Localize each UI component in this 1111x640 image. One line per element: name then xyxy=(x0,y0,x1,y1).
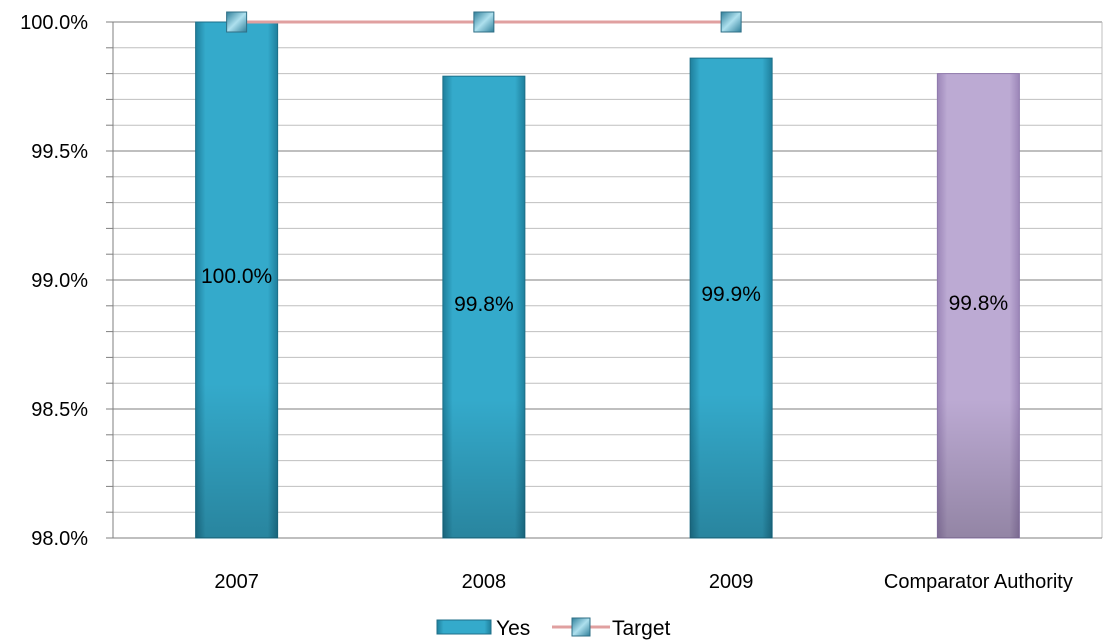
bar-shade xyxy=(442,76,525,539)
legend-item-target: Target xyxy=(552,617,671,640)
legend: Yes Target xyxy=(436,617,671,640)
x-tick-label: Comparator Authority xyxy=(884,571,1073,593)
x-tick-label: 2007 xyxy=(214,571,259,593)
legend-item-yes: Yes xyxy=(436,617,530,640)
target-series xyxy=(226,11,742,33)
legend-swatch-yes xyxy=(436,619,492,635)
x-tick-label: 2008 xyxy=(462,571,507,593)
bar-shade xyxy=(690,58,773,539)
x-tick-label: 2009 xyxy=(709,571,754,593)
bar-shade xyxy=(937,73,1020,538)
bar-shade xyxy=(195,22,278,538)
y-tick-label: 99.5% xyxy=(31,141,88,163)
legend-label-yes: Yes xyxy=(496,617,530,640)
x-axis-tick-labels: 2007 2008 2009 Comparator Authority xyxy=(214,571,1072,593)
legend-marker-target xyxy=(571,617,591,637)
data-label-2007: 100.0% xyxy=(201,265,272,288)
data-labels: 100.0% 99.8% 99.9% 99.8% xyxy=(201,265,1008,316)
y-tick-label: 98.5% xyxy=(31,399,88,421)
target-marker xyxy=(473,11,495,33)
data-label-2009: 99.9% xyxy=(701,283,761,306)
data-label-2008: 99.8% xyxy=(454,293,514,316)
data-label-comparator-authority: 99.8% xyxy=(949,292,1009,315)
y-tick-label: 99.0% xyxy=(31,270,88,292)
target-marker xyxy=(720,11,742,33)
y-axis-tick-labels: 98.0% 98.5% 99.0% 99.5% 100.0% xyxy=(20,12,88,550)
bars xyxy=(195,21,1020,539)
y-tick-label: 100.0% xyxy=(20,12,88,34)
y-tick-label: 98.0% xyxy=(31,528,88,550)
legend-label-target: Target xyxy=(612,617,671,640)
target-marker xyxy=(226,11,248,33)
